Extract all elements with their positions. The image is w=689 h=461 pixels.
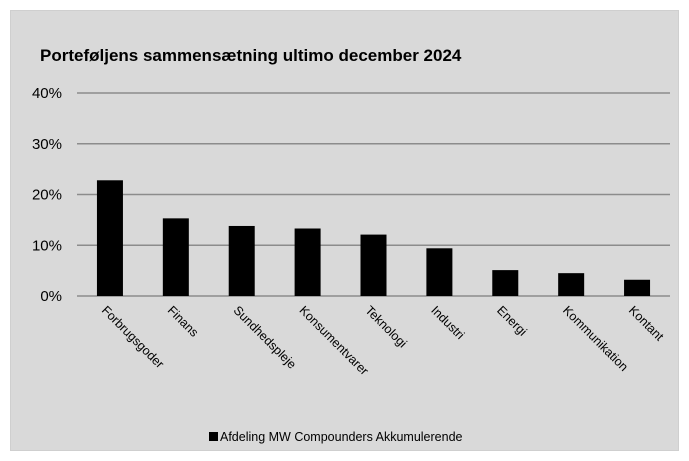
bars [96,180,651,296]
y-tick-label: 10% [32,237,62,254]
bar [228,225,255,296]
category-label: Kontant [626,303,667,344]
bar [558,273,585,296]
legend: Afdeling MW Compounders Akkumulerende [209,430,463,444]
y-tick-label: 40% [32,85,62,102]
legend-swatch [209,432,218,441]
bar [162,218,189,296]
category-label: Konsumentvarer [296,303,371,378]
legend-label: Afdeling MW Compounders Akkumulerende [220,430,463,444]
y-tick-label: 0% [40,288,62,305]
bar [624,279,651,296]
category-label: Teknologi [362,303,409,350]
bar [294,228,321,296]
bar [96,180,123,296]
category-label: Kommunikation [560,303,631,374]
category-label: Energi [494,303,529,338]
y-tick-label: 20% [32,187,62,204]
category-label: Finans [165,303,201,339]
bar [492,270,519,296]
category-label: Sundhedspleje [231,303,299,371]
chart-title: Porteføljens sammensætning ultimo decemb… [40,46,462,65]
bar [426,248,453,296]
y-tick-label: 30% [32,136,62,153]
y-axis-ticks: 0% 10% 20% 30% 40% [32,85,62,305]
category-label: Industri [428,303,467,342]
category-label: Forbrugsgoder [99,303,167,371]
bar [360,234,387,296]
